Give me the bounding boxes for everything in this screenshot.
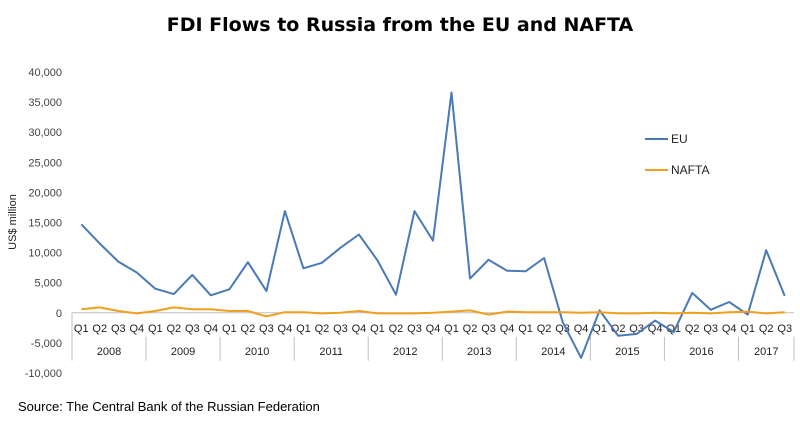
year-label: 2016 <box>689 346 713 358</box>
quarter-label: Q1 <box>74 323 89 335</box>
y-tick-label: 0 <box>56 308 62 320</box>
quarter-label: Q3 <box>407 323 422 335</box>
quarter-label: Q1 <box>148 323 163 335</box>
y-tick-label: 25,000 <box>28 157 62 169</box>
y-tick-label: 20,000 <box>28 187 62 199</box>
quarter-label: Q2 <box>389 323 404 335</box>
quarter-label: Q2 <box>759 323 774 335</box>
year-label: 2014 <box>541 346 565 358</box>
quarter-label: Q3 <box>555 323 570 335</box>
y-tick-label: 10,000 <box>28 248 62 260</box>
year-label: 2012 <box>393 346 417 358</box>
quarter-label: Q4 <box>426 323 441 335</box>
quarter-label: Q3 <box>333 323 348 335</box>
legend-label: EU <box>671 132 688 146</box>
quarter-label: Q2 <box>92 323 107 335</box>
quarter-label: Q3 <box>185 323 200 335</box>
source-note: Source: The Central Bank of the Russian … <box>18 399 320 414</box>
quarter-label: Q4 <box>500 323 515 335</box>
quarter-label: Q3 <box>703 323 718 335</box>
legend: EU NAFTA <box>645 132 709 177</box>
y-axis-ticks: -10,000 -5,000 0 5,000 10,000 15,000 20,000 25,… <box>25 67 62 380</box>
y-tick-label: 35,000 <box>28 97 62 109</box>
quarter-label: Q1 <box>592 323 607 335</box>
quarter-label: Q2 <box>463 323 478 335</box>
quarter-label: Q1 <box>296 323 311 335</box>
quarter-label: Q2 <box>166 323 181 335</box>
quarter-label: Q3 <box>259 323 274 335</box>
quarter-label: Q4 <box>574 323 589 335</box>
quarter-label: Q4 <box>129 323 144 335</box>
year-label: 2017 <box>754 346 778 358</box>
quarter-label: Q1 <box>370 323 385 335</box>
series-line-eu <box>80 91 786 359</box>
series-lines <box>80 91 786 359</box>
quarter-label: Q1 <box>740 323 755 335</box>
year-label: 2010 <box>245 346 269 358</box>
quarter-label: Q3 <box>777 323 792 335</box>
year-label: 2009 <box>171 346 195 358</box>
y-tick-label: 40,000 <box>28 67 62 79</box>
series-line-nafta <box>81 306 785 318</box>
y-tick-label: 5,000 <box>34 278 62 290</box>
quarter-label: Q4 <box>648 323 663 335</box>
year-label: 2013 <box>467 346 491 358</box>
quarter-label: Q1 <box>444 323 459 335</box>
y-tick-label: -5,000 <box>31 338 62 350</box>
x-axis-categories: Q1 Q2 Q3 Q4 Q1 Q2 Q3 Q4 Q1 Q2 Q3 Q4 Q1 Q2 Q3 Q4 Q1 Q2 Q3 Q4… <box>71 312 795 361</box>
quarter-label: Q3 <box>111 323 126 335</box>
y-tick-label: -10,000 <box>25 368 62 380</box>
quarter-label: Q2 <box>537 323 552 335</box>
quarter-label: Q2 <box>685 323 700 335</box>
quarter-label: Q2 <box>241 323 256 335</box>
y-tick-label: 15,000 <box>28 218 62 230</box>
quarter-label: Q4 <box>204 323 219 335</box>
year-label: 2015 <box>615 346 639 358</box>
quarter-label: Q3 <box>481 323 496 335</box>
quarter-label: Q4 <box>278 323 293 335</box>
year-label: 2008 <box>97 346 121 358</box>
quarter-label: Q2 <box>315 323 330 335</box>
quarter-label: Q1 <box>518 323 533 335</box>
y-axis-title: US$ million <box>7 194 19 250</box>
chart-title: FDI Flows to Russia from the EU and NAFT… <box>166 14 634 36</box>
legend-label: NAFTA <box>671 163 709 177</box>
year-label: 2011 <box>319 346 343 358</box>
quarter-label: Q1 <box>222 323 237 335</box>
quarter-label: Q4 <box>352 323 367 335</box>
quarter-label: Q4 <box>722 323 737 335</box>
y-tick-label: 30,000 <box>28 127 62 139</box>
